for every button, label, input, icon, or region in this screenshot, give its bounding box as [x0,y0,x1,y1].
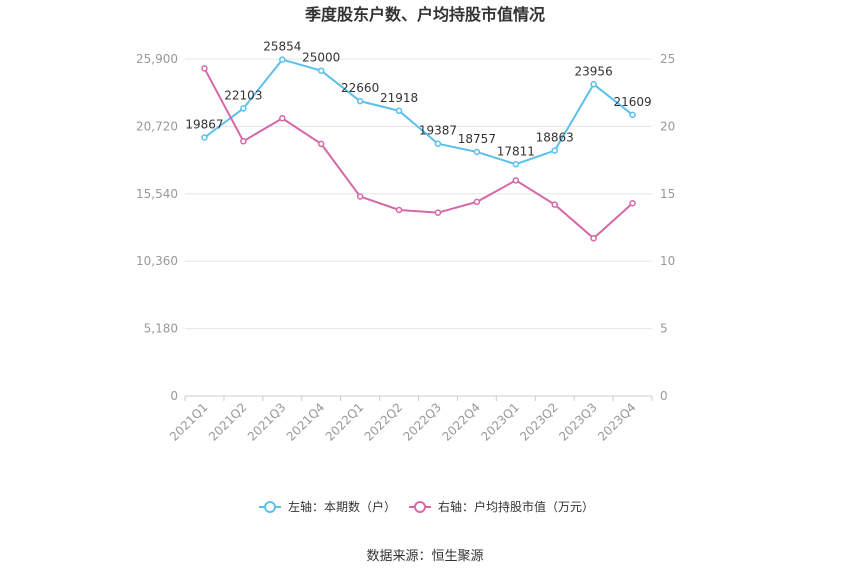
x-tick-label: 2021Q4 [284,400,328,444]
left-tick-label: 15,540 [136,187,178,201]
data-point [279,56,286,63]
right-tick-label: 25 [660,52,675,66]
data-point [551,201,558,208]
data-point [512,177,520,184]
data-label: 22103 [224,88,262,102]
data-label: 17811 [497,144,535,158]
right-tick-label: 5 [660,322,668,336]
data-point [434,140,442,147]
data-point [356,193,364,200]
legend-item-1[interactable]: 左轴：本期数（户） [259,499,396,514]
data-label: 23956 [575,64,613,78]
data-label: 19387 [419,124,457,138]
right-tick-label: 0 [660,389,668,403]
data-label: 22660 [341,81,379,95]
data-point [317,140,325,148]
legend-marker [264,501,276,513]
left-axis: 0 5,180 10,360 15,540 20,720 25,900 [136,52,178,403]
left-tick-label: 10,360 [136,254,178,268]
data-point [395,107,403,115]
legend-marker [414,501,426,513]
data-point [473,148,481,156]
data-point [629,199,636,207]
series-line-1 [203,58,634,166]
x-axis: 2021Q12021Q22021Q32021Q42022Q12022Q22022… [167,396,653,444]
data-point [473,198,481,206]
data-point [356,97,364,105]
x-tick-label: 2022Q2 [362,400,406,444]
series-line-2 [203,67,634,240]
data-label: 21918 [380,91,418,105]
right-tick-label: 15 [660,187,675,201]
left-tick-label: 20,720 [136,119,178,133]
data-point [395,206,403,214]
legend-label: 左轴：本期数（户） [288,499,396,514]
right-tick-label: 10 [660,254,675,268]
data-point [240,105,247,112]
data-point [590,81,597,88]
x-tick-label: 2023Q1 [478,400,522,444]
data-point [590,235,597,242]
data-point [240,137,247,145]
right-axis: 0 5 10 15 20 25 [660,52,675,403]
x-tick-label: 2022Q1 [323,400,367,444]
data-point [434,209,442,216]
x-tick-label: 2023Q3 [556,400,600,444]
x-tick-label: 2023Q4 [595,400,639,444]
data-point [317,67,325,74]
data-point [629,111,636,119]
source-note: 数据来源：恒生聚源 [366,549,483,564]
left-tick-label: 0 [170,389,178,403]
data-label: 18863 [536,131,574,145]
data-point [201,65,208,72]
legend-item-2[interactable]: 右轴：户均持股市值（万元） [409,499,594,514]
legend[interactable]: 左轴：本期数（户） 右轴：户均持股市值（万元） [259,499,594,514]
x-tick-label: 2021Q1 [167,400,211,444]
x-tick-label: 2021Q3 [245,400,289,444]
x-tick-label: 2023Q2 [517,400,561,444]
x-tick-label: 2022Q3 [401,400,445,444]
data-point [201,134,208,141]
data-label: 18757 [458,132,496,146]
left-tick-label: 5,180 [144,322,178,336]
x-tick-label: 2022Q4 [439,400,483,444]
chart-title: 季度股东户数、户均持股市值情况 [304,5,545,24]
data-point [512,161,520,168]
data-label: 25000 [302,51,340,65]
data-point [551,147,558,154]
right-tick-label: 20 [660,119,675,133]
data-point [279,115,286,122]
data-label: 21609 [613,95,651,109]
x-tick-label: 2021Q2 [206,400,250,444]
data-label: 19867 [185,117,223,131]
data-label: 25854 [263,40,301,54]
legend-label: 右轴：户均持股市值（万元） [438,499,594,514]
left-tick-label: 25,900 [136,52,178,66]
